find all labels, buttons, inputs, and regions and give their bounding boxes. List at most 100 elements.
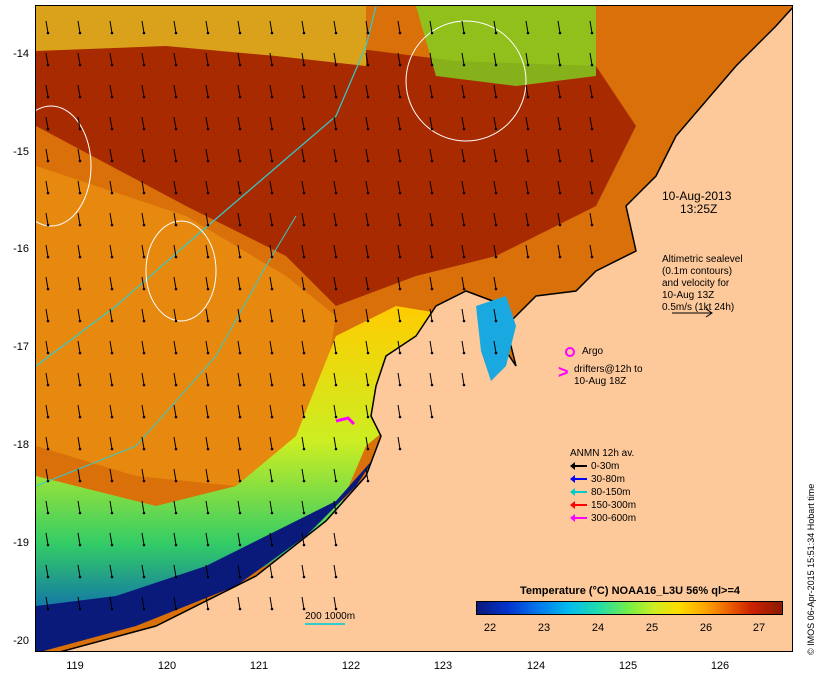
velocity-vector: [365, 436, 369, 450]
velocity-vector: [301, 372, 305, 386]
velocity-vector: [269, 340, 273, 354]
velocity-vector-head: [526, 127, 530, 131]
velocity-vector-head: [334, 319, 338, 323]
velocity-vector-head: [238, 191, 242, 195]
velocity-vector-head: [334, 95, 338, 99]
velocity-vector: [333, 532, 337, 546]
velocity-vector-head: [238, 543, 242, 547]
velocity-vector-head: [78, 383, 82, 387]
velocity-vector-head: [206, 159, 210, 163]
velocity-vector: [365, 20, 369, 34]
velocity-vector: [141, 468, 145, 482]
velocity-vector: [301, 532, 305, 546]
velocity-vector: [109, 116, 113, 130]
velocity-vector: [525, 116, 529, 130]
velocity-vector-head: [238, 447, 242, 451]
velocity-vector: [237, 116, 241, 130]
velocity-vector-head: [46, 351, 50, 355]
velocity-vector: [397, 244, 401, 258]
velocity-vector: [173, 564, 177, 578]
velocity-vector: [205, 148, 209, 162]
velocity-vector-head: [270, 415, 274, 419]
velocity-vector: [429, 308, 433, 322]
deep-blue-edge: [36, 456, 376, 651]
velocity-vector-head: [206, 63, 210, 67]
velocity-vector: [237, 276, 241, 290]
velocity-vector-head: [334, 543, 338, 547]
sealevel-contour-a: [145, 220, 217, 322]
velocity-vector-head: [366, 31, 370, 35]
velocity-vector: [589, 212, 593, 226]
velocity-vector-head: [206, 95, 210, 99]
velocity-vector: [365, 340, 369, 354]
velocity-vector-head: [142, 575, 146, 579]
velocity-vector-head: [462, 351, 466, 355]
velocity-vector: [237, 20, 241, 34]
arrow-icon: [570, 462, 587, 471]
velocity-vector: [397, 52, 401, 66]
anmn-legend-row: 300-600m: [570, 513, 636, 524]
velocity-vector-head: [110, 447, 114, 451]
velocity-vector-head: [238, 159, 242, 163]
velocity-vector: [365, 116, 369, 130]
velocity-vector: [77, 148, 81, 162]
velocity-vector-head: [270, 319, 274, 323]
arrow-icon: [570, 488, 587, 497]
velocity-vector: [589, 52, 593, 66]
velocity-vector: [461, 52, 465, 66]
velocity-vector: [333, 372, 337, 386]
y-tick-label: -20: [13, 635, 29, 647]
velocity-vector-head: [78, 223, 82, 227]
velocity-vector: [301, 116, 305, 130]
velocity-vector-head: [174, 159, 178, 163]
velocity-vector: [461, 148, 465, 162]
velocity-vector: [269, 180, 273, 194]
velocity-vector-head: [590, 63, 594, 67]
date-line: 10-Aug-2013: [662, 189, 732, 203]
north-cool-patch: [36, 6, 366, 66]
velocity-vector-head: [494, 287, 498, 291]
velocity-vector-head: [430, 223, 434, 227]
velocity-vector-head: [334, 159, 338, 163]
velocity-vector-head: [174, 31, 178, 35]
velocity-vector: [141, 148, 145, 162]
velocity-vector-head: [78, 319, 82, 323]
velocity-vector: [301, 244, 305, 258]
velocity-vector: [429, 84, 433, 98]
velocity-vector-head: [302, 63, 306, 67]
velocity-vector: [461, 212, 465, 226]
velocity-vector: [333, 308, 337, 322]
sst-map: [36, 6, 792, 651]
velocity-vector: [205, 52, 209, 66]
velocity-vector: [45, 212, 49, 226]
velocity-vector: [205, 212, 209, 226]
velocity-vector: [237, 148, 241, 162]
velocity-vector-head: [78, 351, 82, 355]
velocity-vector: [109, 52, 113, 66]
velocity-vector: [429, 52, 433, 66]
velocity-vector-head: [110, 31, 114, 35]
velocity-vector: [525, 20, 529, 34]
velocity-vector: [525, 148, 529, 162]
velocity-vector: [493, 276, 497, 290]
velocity-vector: [237, 244, 241, 258]
velocity-vector: [557, 20, 561, 34]
velocity-vector-head: [174, 95, 178, 99]
velocity-vector-head: [302, 95, 306, 99]
velocity-vector: [45, 500, 49, 514]
velocity-vector: [205, 468, 209, 482]
velocity-vector-head: [46, 223, 50, 227]
time-line: 13:25Z: [680, 202, 718, 216]
velocity-vector: [237, 404, 241, 418]
velocity-vector-head: [78, 479, 82, 483]
velocity-vector: [333, 468, 337, 482]
velocity-vector-head: [142, 191, 146, 195]
velocity-vector-head: [526, 223, 530, 227]
velocity-vector-head: [398, 95, 402, 99]
velocity-vector: [77, 404, 81, 418]
velocity-vector-head: [174, 415, 178, 419]
arrow-icon: [570, 501, 587, 510]
velocity-vector-head: [398, 191, 402, 195]
velocity-vector-head: [494, 63, 498, 67]
velocity-vector-head: [270, 223, 274, 227]
